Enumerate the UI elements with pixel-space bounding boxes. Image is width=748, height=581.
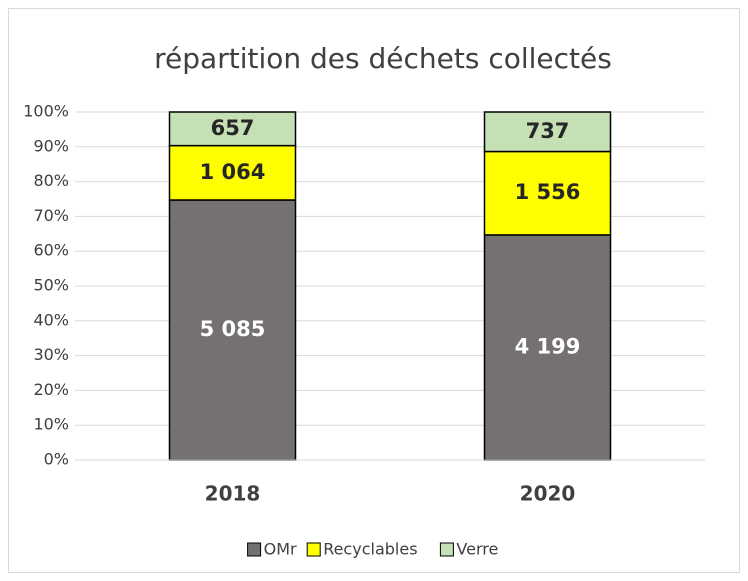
legend-swatch (439, 542, 454, 557)
y-tick-label: 10% (33, 415, 69, 434)
data-label: 737 (526, 119, 570, 143)
chart-title: répartition des déchets collectés (154, 42, 612, 75)
legend-swatch (306, 542, 321, 557)
data-label: 1 064 (200, 160, 266, 184)
bar-segment (168, 111, 297, 147)
y-tick-label: 40% (33, 310, 69, 329)
y-tick-label: 100% (23, 102, 69, 121)
y-tick-label: 20% (33, 380, 69, 399)
y-tick-label: 70% (33, 206, 69, 225)
legend-label: OMr (264, 540, 297, 559)
bar-segment (168, 199, 297, 461)
bar-segment (483, 234, 612, 461)
bar-segment (483, 111, 612, 153)
x-tick-label: 2020 (520, 482, 576, 506)
bar-segment (168, 144, 297, 201)
legend-label: Recyclables (323, 540, 417, 559)
y-tick-label: 30% (33, 345, 69, 364)
data-label: 5 085 (200, 317, 266, 341)
chart-frame (8, 8, 740, 573)
data-label: 1 556 (515, 180, 581, 204)
y-tick-label: 60% (33, 241, 69, 260)
legend-swatch (247, 542, 262, 557)
x-tick-label: 2018 (205, 482, 261, 506)
y-tick-label: 90% (33, 136, 69, 155)
data-label: 4 199 (515, 334, 581, 358)
bar-segment (483, 150, 612, 236)
legend-label: Verre (456, 540, 498, 559)
y-tick-label: 50% (33, 276, 69, 295)
data-label: 657 (211, 116, 255, 140)
y-tick-label: 80% (33, 171, 69, 190)
y-tick-label: 0% (44, 450, 69, 469)
